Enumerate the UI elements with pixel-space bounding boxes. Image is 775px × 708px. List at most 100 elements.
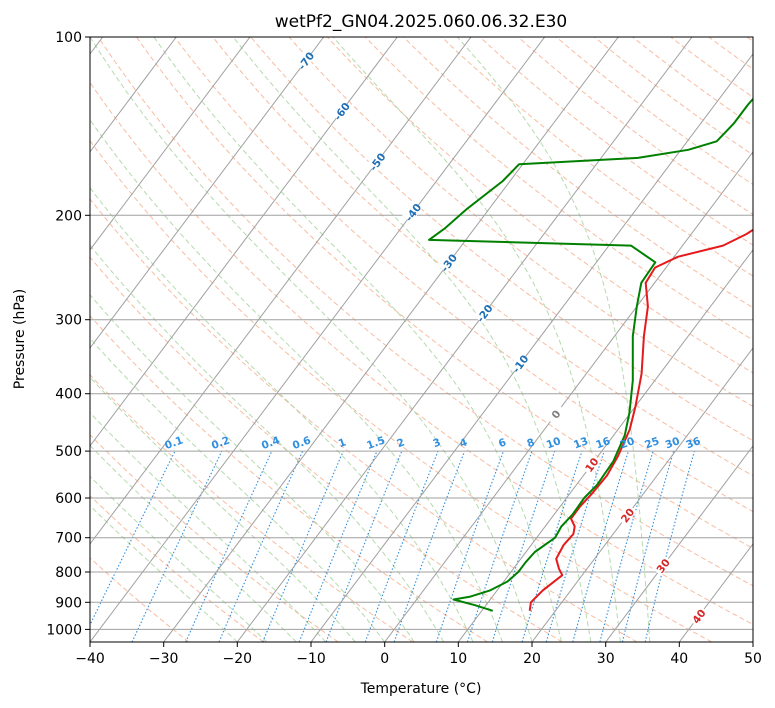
isotherms <box>90 37 753 642</box>
mixing-ratio-line <box>572 450 629 642</box>
mixing-ratio-label: 0.2 <box>210 434 232 452</box>
isotherm-line <box>90 37 472 545</box>
isotherm-label-backdrop <box>294 49 316 71</box>
mixing-ratio-label: 1.5 <box>365 434 387 452</box>
mixing-ratio-label: 2 <box>395 436 406 450</box>
y-tick-label: 600 <box>55 491 82 507</box>
moist-adiabat-line <box>90 37 533 642</box>
isotherm-line <box>163 37 619 642</box>
chart-title: wetPf2_GN04.2025.060.06.32.E30 <box>275 12 567 32</box>
mixing-ratio-label: 30 <box>664 435 682 451</box>
y-tick-label: 800 <box>55 565 82 581</box>
dry-adiabat-line <box>90 256 563 642</box>
isotherm-line <box>384 151 753 642</box>
moist-adiabat-line <box>153 37 562 642</box>
isotherm-label-backdrop <box>544 402 566 425</box>
mixing-ratio-line <box>90 450 176 627</box>
y-tick-label: 200 <box>55 208 82 224</box>
mixing-ratio-label: 1 <box>337 436 348 450</box>
dry-adiabat-line <box>97 37 753 587</box>
dry-adiabat-line <box>403 37 753 309</box>
isotherm-label-backdrop <box>437 251 459 273</box>
dry-adiabat-line <box>90 81 753 625</box>
mixing-ratio-line <box>621 450 675 642</box>
dry-adiabat-line <box>90 198 638 642</box>
moist-adiabat-line <box>90 411 327 642</box>
mixing-ratio-label: 36 <box>684 435 702 451</box>
dewpoint-profile-line <box>428 97 753 612</box>
mixing-ratio-label: 0.6 <box>291 434 313 452</box>
x-tick-label: 20 <box>523 651 541 667</box>
mixing-ratio-line <box>131 450 223 642</box>
temperature-profile-line <box>528 228 753 611</box>
moist-adiabat-line <box>90 376 356 642</box>
isotherm-label-backdrop <box>651 554 673 576</box>
dry-adiabat-line <box>90 314 488 642</box>
mixing-ratio-label: 16 <box>594 435 612 451</box>
x-tick-label: −40 <box>75 651 105 667</box>
y-axis-ticks: 100 200 300 400 500 600 700 800 900 1000 <box>46 30 90 638</box>
dry-adiabat-line <box>136 37 753 549</box>
mixing-ratio-label: 3 <box>431 436 442 450</box>
isotherm-line <box>310 53 753 642</box>
mixing-ratio-label: 25 <box>643 435 661 451</box>
mixing-ratio-label: 6 <box>497 436 508 450</box>
moist-adiabat-line <box>90 118 503 642</box>
isotherm-line <box>457 249 753 642</box>
dry-adiabat-line <box>250 37 753 442</box>
isotherm-label-backdrop <box>366 150 387 172</box>
y-tick-label: 900 <box>55 595 82 611</box>
profile-series <box>428 97 753 612</box>
isotherm-line <box>236 37 693 642</box>
mixing-ratio-label: 13 <box>572 435 590 451</box>
y-tick-label: 1000 <box>46 622 82 638</box>
isotherm-label-backdrop <box>580 453 602 475</box>
x-tick-label: 30 <box>597 651 615 667</box>
mixing-ratio-line <box>262 450 344 642</box>
isotherm-line <box>90 37 398 447</box>
dry-adiabat-line <box>90 495 264 642</box>
isotherm-line <box>90 37 546 642</box>
mixing-ratio-label: 20 <box>618 435 636 451</box>
isotherm-line <box>90 37 251 251</box>
mixing-ratio-line <box>644 450 695 642</box>
moist-adiabat-line <box>90 475 268 642</box>
mixing-ratio-label: 4 <box>458 436 469 450</box>
mixing-ratio-label: 0.4 <box>260 434 282 452</box>
plot-area <box>90 37 753 642</box>
y-axis-label: Pressure (hPa) <box>12 289 28 389</box>
mixing-ratio-line <box>435 450 505 642</box>
x-tick-label: 40 <box>670 651 688 667</box>
x-tick-label: 0 <box>380 651 389 667</box>
isotherm-label-backdrop <box>687 604 709 627</box>
isotherm-line <box>90 37 177 153</box>
mixing-ratio-label: 0.1 <box>163 434 185 452</box>
isotherm-line <box>90 37 325 349</box>
dry-adiabat-line <box>90 374 414 642</box>
dry-adiabat-line <box>479 37 753 246</box>
moist-adiabat-line <box>90 444 297 642</box>
mixing-ratio-labels: 0.1 0.2 0.4 0.6 1 1.5 2 3 4 6 8 10 13 16 20 25 30 36 <box>163 434 702 452</box>
mixing-ratio-label: 10 <box>545 435 563 451</box>
moist-adiabat-line <box>90 244 445 642</box>
y-tick-label: 400 <box>55 387 82 403</box>
dry-adiabat-line <box>593 37 753 156</box>
x-tick-label: 10 <box>449 651 467 667</box>
isotherm-label-backdrop <box>473 301 494 324</box>
moist-adiabat-line <box>457 37 651 642</box>
mixing-ratio-line <box>393 450 466 642</box>
y-tick-label: 100 <box>55 30 82 46</box>
mixing-ratio-line <box>545 450 605 642</box>
y-tick-label: 300 <box>55 313 82 329</box>
isotherm-label-backdrop <box>330 99 352 122</box>
x-tick-label: 50 <box>744 651 762 667</box>
isotherm-line <box>605 445 753 642</box>
mixing-ratio-label: 8 <box>525 436 536 450</box>
x-tick-label: −30 <box>149 651 179 667</box>
mixing-ratio-line <box>599 450 654 642</box>
isotherm-line <box>531 347 753 642</box>
pressure-gridlines <box>90 37 753 630</box>
y-tick-label: 700 <box>55 531 82 547</box>
plot-frame <box>89 36 754 643</box>
